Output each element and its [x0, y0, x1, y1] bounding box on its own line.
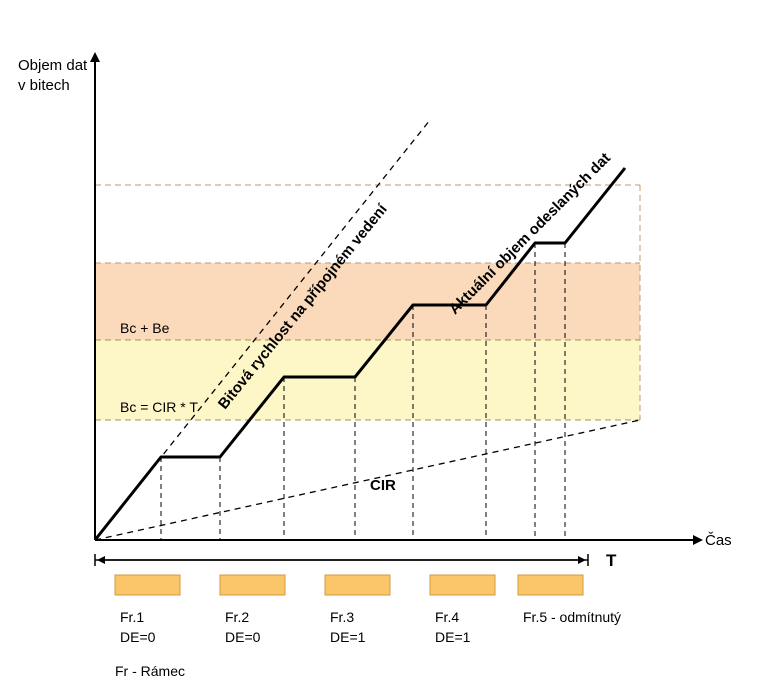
svg-text:CIR: CIR: [370, 477, 396, 494]
svg-text:DE=1: DE=1: [435, 629, 471, 645]
svg-text:v bitech: v bitech: [18, 77, 70, 94]
svg-text:Fr.3: Fr.3: [330, 609, 354, 625]
svg-text:Fr.4: Fr.4: [435, 609, 459, 625]
svg-text:DE=0: DE=0: [225, 629, 261, 645]
cir-diagram: Objem datv bitechČasBc = CIR * TBc + BeB…: [0, 0, 762, 686]
svg-text:Bc = CIR * T: Bc = CIR * T: [120, 399, 198, 415]
svg-text:Čas: Čas: [705, 532, 732, 549]
svg-text:T: T: [606, 551, 617, 570]
svg-text:DE=1: DE=1: [330, 629, 366, 645]
svg-text:Fr.5 - odmítnutý: Fr.5 - odmítnutý: [523, 609, 621, 625]
svg-text:Fr - Rámec: Fr - Rámec: [115, 663, 185, 679]
svg-text:Fr.2: Fr.2: [225, 609, 249, 625]
svg-text:Fr.1: Fr.1: [120, 609, 144, 625]
svg-text:DE=0: DE=0: [120, 629, 156, 645]
svg-text:Bc + Be: Bc + Be: [120, 320, 170, 336]
svg-text:Objem dat: Objem dat: [18, 57, 88, 74]
